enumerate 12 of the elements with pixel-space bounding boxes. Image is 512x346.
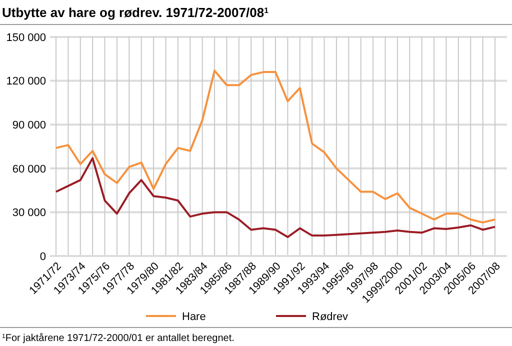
legend-label: Hare xyxy=(182,310,206,323)
y-tick-label: 150 000 xyxy=(6,32,46,44)
y-tick-label: 120 000 xyxy=(6,76,46,88)
y-tick-label: 0 xyxy=(40,250,46,263)
line-series xyxy=(55,70,496,224)
y-tick-label: 30 000 xyxy=(12,207,46,220)
line-series xyxy=(55,157,496,238)
y-tick-label: 90 000 xyxy=(12,119,46,132)
legend-label: Rødrev xyxy=(312,310,349,323)
y-tick-label: 60 000 xyxy=(12,163,46,176)
chart-title: Utbytte av hare og rødrev. 1971/72-2007/08$^{1}$ xyxy=(2,5,270,20)
text: $^{1}$For jaktårene 1971/72-2000/01 er antallet beregnet. xyxy=(2,332,234,344)
